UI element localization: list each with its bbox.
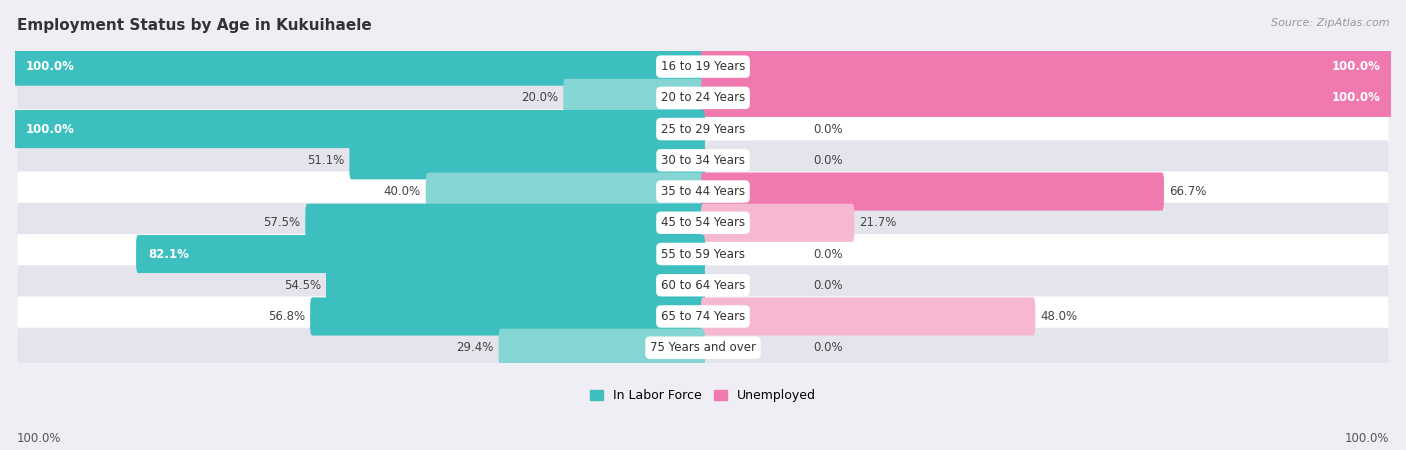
FancyBboxPatch shape [17, 234, 1389, 274]
FancyBboxPatch shape [17, 171, 1389, 211]
FancyBboxPatch shape [702, 297, 1035, 336]
Text: 100.0%: 100.0% [17, 432, 62, 446]
Text: 45 to 54 Years: 45 to 54 Years [661, 216, 745, 229]
Text: 100.0%: 100.0% [1331, 91, 1381, 104]
Text: 54.5%: 54.5% [284, 279, 321, 292]
Text: 56.8%: 56.8% [269, 310, 305, 323]
FancyBboxPatch shape [17, 47, 1389, 86]
Text: 29.4%: 29.4% [457, 341, 494, 354]
Text: 16 to 19 Years: 16 to 19 Years [661, 60, 745, 73]
Text: 100.0%: 100.0% [25, 60, 75, 73]
FancyBboxPatch shape [326, 266, 704, 304]
Text: 35 to 44 Years: 35 to 44 Years [661, 185, 745, 198]
Text: 100.0%: 100.0% [1344, 432, 1389, 446]
FancyBboxPatch shape [426, 172, 704, 211]
FancyBboxPatch shape [702, 79, 1393, 117]
FancyBboxPatch shape [17, 265, 1389, 305]
Text: 57.5%: 57.5% [263, 216, 301, 229]
FancyBboxPatch shape [17, 328, 1389, 368]
Text: 20 to 24 Years: 20 to 24 Years [661, 91, 745, 104]
Text: 66.7%: 66.7% [1168, 185, 1206, 198]
FancyBboxPatch shape [305, 204, 704, 242]
Text: 75 Years and over: 75 Years and over [650, 341, 756, 354]
Text: 0.0%: 0.0% [813, 248, 842, 261]
FancyBboxPatch shape [349, 141, 704, 180]
Text: 100.0%: 100.0% [1331, 60, 1381, 73]
FancyBboxPatch shape [702, 172, 1164, 211]
Text: 20.0%: 20.0% [522, 91, 558, 104]
Text: 0.0%: 0.0% [813, 122, 842, 135]
Text: 0.0%: 0.0% [813, 154, 842, 167]
Text: 100.0%: 100.0% [25, 122, 75, 135]
FancyBboxPatch shape [702, 48, 1393, 86]
FancyBboxPatch shape [13, 48, 704, 86]
Text: 55 to 59 Years: 55 to 59 Years [661, 248, 745, 261]
Text: 30 to 34 Years: 30 to 34 Years [661, 154, 745, 167]
FancyBboxPatch shape [13, 110, 704, 148]
Text: 0.0%: 0.0% [813, 279, 842, 292]
Legend: In Labor Force, Unemployed: In Labor Force, Unemployed [585, 384, 821, 407]
Text: 21.7%: 21.7% [859, 216, 897, 229]
Text: Source: ZipAtlas.com: Source: ZipAtlas.com [1271, 18, 1389, 28]
Text: 48.0%: 48.0% [1040, 310, 1077, 323]
FancyBboxPatch shape [499, 328, 704, 367]
FancyBboxPatch shape [564, 79, 704, 117]
FancyBboxPatch shape [17, 203, 1389, 243]
FancyBboxPatch shape [17, 140, 1389, 180]
Text: 65 to 74 Years: 65 to 74 Years [661, 310, 745, 323]
FancyBboxPatch shape [17, 109, 1389, 149]
Text: 51.1%: 51.1% [308, 154, 344, 167]
Text: Employment Status by Age in Kukuihaele: Employment Status by Age in Kukuihaele [17, 18, 371, 33]
Text: 82.1%: 82.1% [149, 248, 190, 261]
Text: 0.0%: 0.0% [813, 341, 842, 354]
FancyBboxPatch shape [17, 78, 1389, 118]
Text: 40.0%: 40.0% [384, 185, 420, 198]
Text: 60 to 64 Years: 60 to 64 Years [661, 279, 745, 292]
FancyBboxPatch shape [136, 235, 704, 273]
Text: 25 to 29 Years: 25 to 29 Years [661, 122, 745, 135]
FancyBboxPatch shape [17, 297, 1389, 337]
FancyBboxPatch shape [311, 297, 704, 336]
FancyBboxPatch shape [702, 204, 855, 242]
